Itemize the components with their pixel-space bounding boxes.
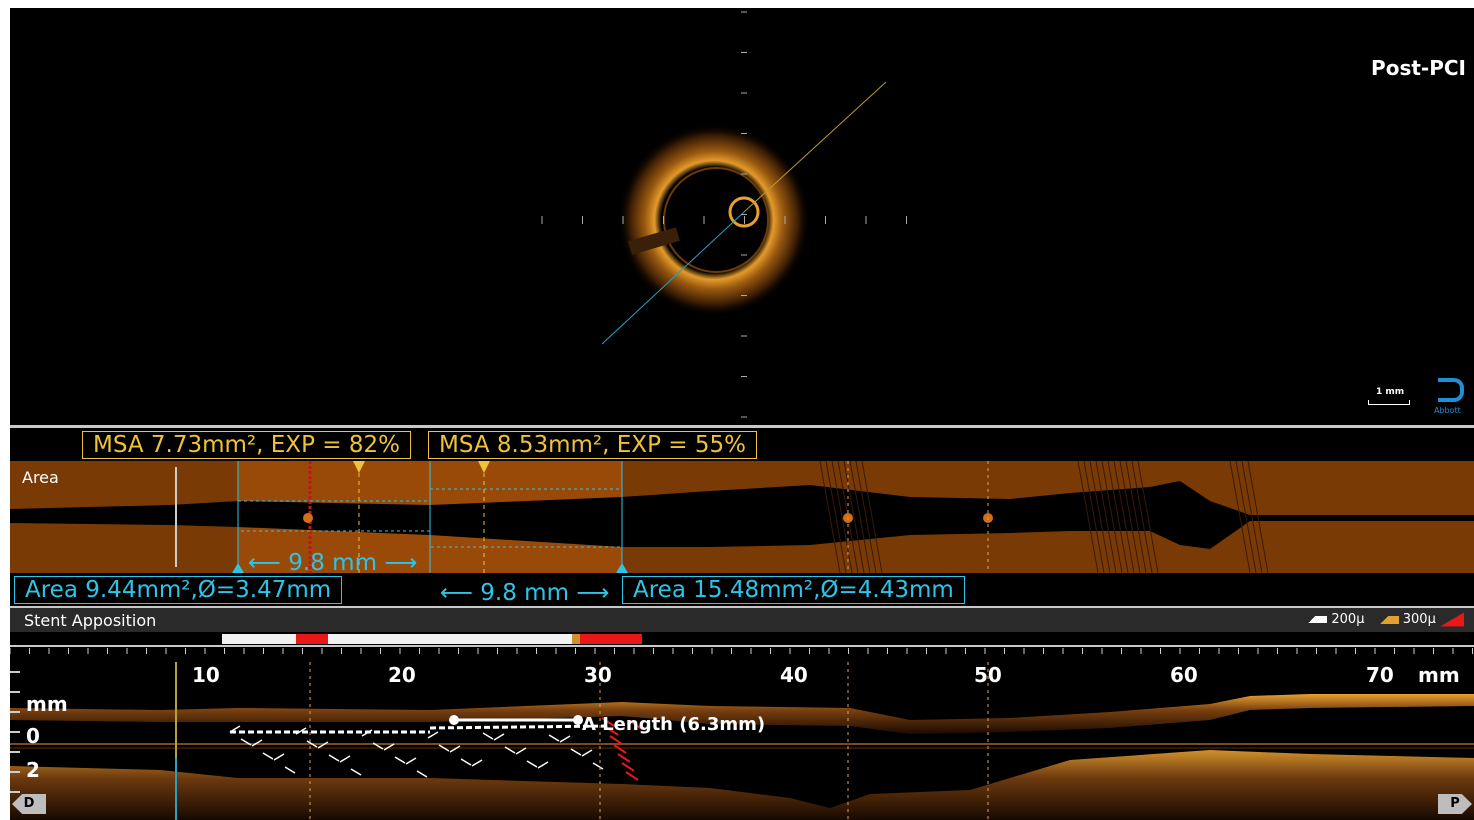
divider-mid (10, 606, 1474, 609)
tick-20: 20 (388, 663, 416, 687)
view-title: Post-PCI (1371, 56, 1466, 80)
area-profile-graph (10, 460, 1474, 574)
abbott-logo: Abbott (1434, 376, 1472, 420)
upper-vessel-wall (10, 694, 1474, 734)
scale-bar: 1 mm (1368, 387, 1410, 407)
msa-box-2: MSA 8.53mm², EXP = 55% (428, 431, 757, 459)
logo-text: Abbott (1434, 406, 1461, 415)
length-annotation[interactable]: A Length (6.3mm) (582, 714, 766, 735)
length-endpoint-2[interactable] (573, 715, 583, 725)
lumen (663, 167, 769, 273)
guidewire-shadow (628, 227, 680, 255)
area-measurement-1: Area 9.44mm²,Ø=3.47mm (14, 576, 343, 604)
area-profile-panel[interactable] (10, 460, 1474, 574)
tick-40: 40 (780, 663, 808, 687)
depth-2: 2 (26, 758, 40, 782)
tick-30: 30 (584, 663, 612, 687)
stent-apposition-header (10, 608, 1474, 632)
apposition-bar[interactable] (222, 634, 642, 644)
segment-boundaries (237, 461, 623, 573)
depth-unit: mm (26, 692, 68, 716)
longitudinal-view[interactable] (10, 648, 1474, 820)
tick-10: 10 (192, 663, 220, 687)
bookmark-guides (847, 461, 989, 573)
tick-70: 70 (1366, 663, 1394, 687)
segment-end-markers (232, 563, 628, 573)
area-label: Area (22, 468, 59, 487)
lumen-profile (10, 481, 1474, 549)
frame-guides (309, 662, 989, 820)
apposition-legend: 200μ 300μ (1297, 612, 1464, 627)
catheter (728, 196, 760, 228)
cut-line-cyan (601, 211, 745, 345)
divider-bottom (10, 645, 1474, 647)
vertical-ruler (741, 11, 747, 418)
tick-60: 60 (1170, 663, 1198, 687)
legend-300: 300μ (1402, 612, 1436, 627)
length-label-1: ⟵ 9.8 mm ⟶ (248, 550, 418, 576)
msa-box-1: MSA 7.73mm², EXP = 82% (82, 431, 411, 459)
depth-ruler (10, 671, 20, 793)
divider-top (10, 425, 1474, 428)
length-label-2: ⟵ 9.8 mm ⟶ (440, 580, 610, 606)
area-measurement-2: Area 15.48mm²,Ø=4.43mm (622, 576, 965, 604)
cut-line-yellow (743, 81, 887, 213)
distal-button[interactable]: D (12, 794, 46, 814)
length-endpoint-1[interactable] (449, 715, 459, 725)
oct-viewer: Post-PCI 1 mm Abbott MSA 7.73mm², EXP = … (10, 8, 1474, 820)
length-ruler (10, 648, 1473, 654)
horizontal-ruler (541, 216, 907, 224)
msa-markers (353, 461, 490, 473)
msa-guides (358, 473, 485, 573)
depth-0: 0 (26, 724, 40, 748)
proximal-button[interactable]: P (1438, 794, 1472, 814)
cross-section-view[interactable] (10, 8, 1474, 428)
stent-apposition-label: Stent Apposition (24, 611, 157, 630)
lower-vessel-wall (10, 750, 1474, 820)
scale-label: 1 mm (1376, 387, 1405, 397)
legend-200: 200μ (1331, 612, 1365, 627)
stent-struts (229, 717, 643, 781)
hatched-regions (819, 460, 1269, 574)
length-unit: mm (1418, 663, 1460, 687)
tick-50: 50 (974, 663, 1002, 687)
